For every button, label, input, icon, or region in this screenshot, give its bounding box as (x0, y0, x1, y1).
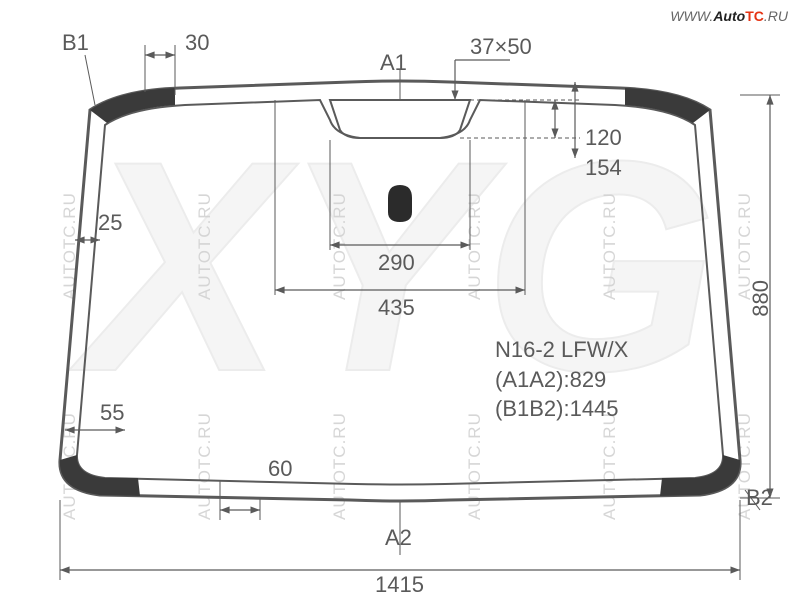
frit-top-left (90, 88, 175, 123)
b1-leader (85, 55, 95, 105)
frit-bottom-right (660, 455, 740, 496)
b2-leader (745, 490, 760, 510)
frit-top-right (625, 88, 710, 123)
windshield-drawing (0, 0, 800, 600)
outer-contour (60, 81, 740, 501)
frit-bottom-left (60, 455, 140, 496)
inner-contour (77, 100, 723, 485)
sensor-window (330, 100, 470, 138)
rain-sensor-icon (388, 185, 412, 222)
diagram-canvas: XYG AUTOTC.RU AUTOTC.RU AUTOTC.RU AUTOTC… (0, 0, 800, 600)
